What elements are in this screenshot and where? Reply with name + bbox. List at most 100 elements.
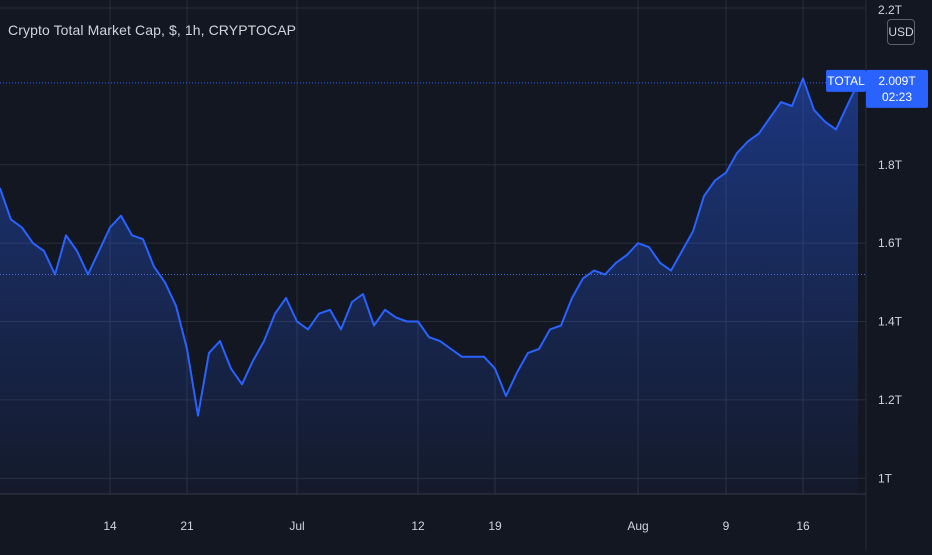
data-point[interactable] [142,238,144,241]
data-point[interactable] [109,226,111,229]
y-tick-label: 1.8T [878,158,903,172]
data-point[interactable] [516,371,518,374]
data-point[interactable] [769,116,771,119]
data-point[interactable] [175,305,177,307]
data-point[interactable] [505,395,507,397]
data-point[interactable] [32,242,34,244]
data-point[interactable] [274,312,276,315]
data-point[interactable] [571,297,573,299]
data-point[interactable] [835,128,837,131]
y-tick-label: 1T [878,471,893,485]
currency-button[interactable]: USD [887,19,915,45]
data-point[interactable] [802,77,804,80]
data-point[interactable] [241,383,243,386]
data-point[interactable] [791,105,793,107]
data-point[interactable] [263,340,265,342]
data-point[interactable] [43,250,45,252]
data-point[interactable] [846,105,848,107]
data-point[interactable] [824,120,826,123]
data-point[interactable] [758,132,760,135]
data-point[interactable] [703,195,705,197]
data-point[interactable] [120,214,122,217]
data-point[interactable] [637,242,639,244]
data-point[interactable] [747,140,749,143]
y-tick-label: 1.2T [878,393,903,407]
data-point[interactable] [725,171,727,174]
x-tick-label: 12 [411,519,425,533]
x-tick-label: 14 [103,519,117,533]
data-point[interactable] [131,234,133,237]
chart-title: Crypto Total Market Cap, $, 1h, CRYPTOCA… [8,22,297,38]
data-point[interactable] [472,356,474,358]
data-point[interactable] [615,261,617,264]
data-point[interactable] [406,320,408,323]
x-tick-label: Jul [289,519,304,533]
data-point[interactable] [0,187,1,190]
data-point[interactable] [186,348,188,350]
bar-countdown: 02:23 [882,90,912,104]
data-point[interactable] [582,277,584,280]
data-point[interactable] [197,414,199,417]
data-point[interactable] [659,261,661,264]
data-point[interactable] [76,250,78,252]
data-point[interactable] [670,269,672,272]
x-tick-label: 9 [723,519,730,533]
series-area-fill [0,78,858,494]
x-tick-label: 21 [180,519,194,533]
data-point[interactable] [153,265,155,268]
x-tick-label: 16 [796,519,810,533]
data-point[interactable] [527,352,529,354]
data-point[interactable] [813,109,815,111]
data-point[interactable] [780,101,782,103]
data-point[interactable] [450,348,452,350]
symbol-tag [826,69,866,92]
data-point[interactable] [296,320,298,323]
data-point[interactable] [736,152,738,154]
data-point[interactable] [340,328,342,331]
data-point[interactable] [252,359,254,362]
data-point[interactable] [351,301,353,303]
data-point[interactable] [395,316,397,319]
y-tick-label: 1.4T [878,315,903,329]
data-point[interactable] [10,218,12,221]
data-point[interactable] [681,250,683,252]
data-point[interactable] [604,273,606,276]
data-point[interactable] [98,250,100,252]
data-point[interactable] [164,281,166,284]
data-point[interactable] [329,308,331,311]
data-point[interactable] [417,320,419,323]
data-point[interactable] [362,293,364,295]
data-point[interactable] [461,356,463,358]
last-price-label [866,69,928,108]
data-point[interactable] [318,312,320,315]
data-point[interactable] [230,367,232,370]
data-point[interactable] [549,328,551,331]
y-tick-label: 1.6T [878,236,903,250]
x-tick-label: Aug [627,519,648,533]
data-point[interactable] [219,340,221,342]
data-point[interactable] [692,230,694,233]
data-point[interactable] [65,234,67,237]
data-point[interactable] [538,348,540,350]
data-point[interactable] [626,254,628,256]
data-point[interactable] [560,324,562,327]
symbol-tag-label: TOTAL [827,74,865,88]
data-point[interactable] [593,269,595,272]
data-point[interactable] [648,246,650,248]
data-point[interactable] [21,226,23,229]
data-point[interactable] [208,352,210,354]
data-point[interactable] [307,328,309,331]
data-point[interactable] [428,336,430,339]
last-price-value: 2.009T [878,74,916,88]
data-point[interactable] [494,367,496,370]
x-tick-label: 19 [488,519,502,533]
data-point[interactable] [439,340,441,342]
data-point[interactable] [384,308,386,311]
data-point[interactable] [285,297,287,299]
y-tick-label: 2.2T [878,3,903,17]
data-point[interactable] [714,179,716,182]
data-point[interactable] [373,324,375,327]
data-point[interactable] [483,356,485,358]
